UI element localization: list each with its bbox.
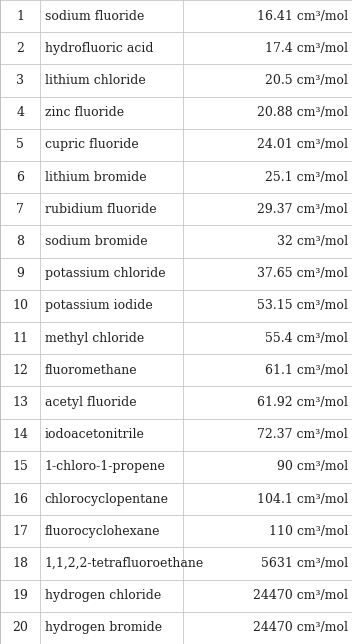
Text: hydrofluoric acid: hydrofluoric acid [45,42,153,55]
Text: 24470 cm³/mol: 24470 cm³/mol [253,621,348,634]
Text: 10: 10 [12,299,28,312]
Text: sodium bromide: sodium bromide [45,235,147,248]
Text: 3: 3 [16,74,24,87]
Text: 61.92 cm³/mol: 61.92 cm³/mol [257,396,348,409]
Text: potassium iodide: potassium iodide [45,299,152,312]
Text: 61.1 cm³/mol: 61.1 cm³/mol [265,364,348,377]
Text: 20.5 cm³/mol: 20.5 cm³/mol [265,74,348,87]
Text: 110 cm³/mol: 110 cm³/mol [269,525,348,538]
Text: lithium bromide: lithium bromide [45,171,146,184]
Text: 17.4 cm³/mol: 17.4 cm³/mol [265,42,348,55]
Text: 5: 5 [16,138,24,151]
Text: 11: 11 [12,332,28,345]
Text: 1: 1 [16,10,24,23]
Text: iodoacetonitrile: iodoacetonitrile [45,428,145,441]
Text: 18: 18 [12,557,28,570]
Text: 20: 20 [12,621,28,634]
Text: 2: 2 [16,42,24,55]
Text: 24470 cm³/mol: 24470 cm³/mol [253,589,348,602]
Text: 37.65 cm³/mol: 37.65 cm³/mol [257,267,348,280]
Text: 4: 4 [16,106,24,119]
Text: lithium chloride: lithium chloride [45,74,145,87]
Text: 29.37 cm³/mol: 29.37 cm³/mol [257,203,348,216]
Text: cupric fluoride: cupric fluoride [45,138,138,151]
Text: methyl chloride: methyl chloride [45,332,144,345]
Text: 25.1 cm³/mol: 25.1 cm³/mol [265,171,348,184]
Text: 16: 16 [12,493,28,506]
Text: 5631 cm³/mol: 5631 cm³/mol [260,557,348,570]
Text: 13: 13 [12,396,28,409]
Text: 6: 6 [16,171,24,184]
Text: hydrogen bromide: hydrogen bromide [45,621,162,634]
Text: 9: 9 [16,267,24,280]
Text: 15: 15 [12,460,28,473]
Text: chlorocyclopentane: chlorocyclopentane [45,493,169,506]
Text: 53.15 cm³/mol: 53.15 cm³/mol [257,299,348,312]
Text: 17: 17 [12,525,28,538]
Text: 14: 14 [12,428,28,441]
Text: sodium fluoride: sodium fluoride [45,10,144,23]
Text: 32 cm³/mol: 32 cm³/mol [277,235,348,248]
Text: 1,1,2,2-tetrafluoroethane: 1,1,2,2-tetrafluoroethane [45,557,204,570]
Text: 55.4 cm³/mol: 55.4 cm³/mol [265,332,348,345]
Text: acetyl fluoride: acetyl fluoride [45,396,136,409]
Text: 16.41 cm³/mol: 16.41 cm³/mol [257,10,348,23]
Text: 19: 19 [12,589,28,602]
Text: 7: 7 [16,203,24,216]
Text: 90 cm³/mol: 90 cm³/mol [277,460,348,473]
Text: 20.88 cm³/mol: 20.88 cm³/mol [257,106,348,119]
Text: 72.37 cm³/mol: 72.37 cm³/mol [257,428,348,441]
Text: fluoromethane: fluoromethane [45,364,137,377]
Text: 1-chloro-1-propene: 1-chloro-1-propene [45,460,165,473]
Text: fluorocyclohexane: fluorocyclohexane [45,525,160,538]
Text: hydrogen chloride: hydrogen chloride [45,589,161,602]
Text: potassium chloride: potassium chloride [45,267,165,280]
Text: 24.01 cm³/mol: 24.01 cm³/mol [257,138,348,151]
Text: rubidium fluoride: rubidium fluoride [45,203,156,216]
Text: 104.1 cm³/mol: 104.1 cm³/mol [257,493,348,506]
Text: 8: 8 [16,235,24,248]
Text: 12: 12 [12,364,28,377]
Text: zinc fluoride: zinc fluoride [45,106,124,119]
